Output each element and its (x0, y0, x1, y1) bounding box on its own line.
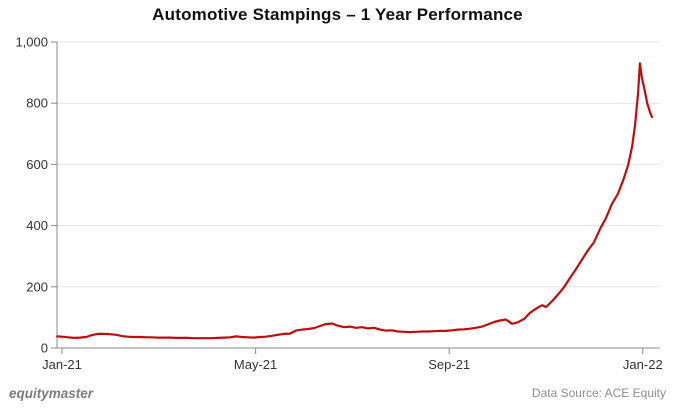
y-axis-tick-label: 800 (26, 96, 48, 111)
price-line-series (56, 62, 654, 340)
y-axis-labels: 0 200 400 600 800 1,000 (15, 35, 48, 356)
x-axis-tick-label: Jan-22 (623, 357, 663, 372)
y-axis-tick-label: 600 (26, 157, 48, 172)
data-source-label: Data Source: ACE Equity (531, 386, 666, 400)
series-line (56, 62, 654, 340)
x-axis-tick-label: Jan-21 (42, 357, 82, 372)
y-axis-tick-label: 1,000 (15, 35, 48, 50)
x-axis-labels: Jan-21 May-21 Sep-21 Jan-22 (42, 357, 663, 372)
equitymaster-logo: equitymaster (9, 385, 94, 401)
y-axis-tick-label: 0 (41, 341, 48, 356)
axes (56, 42, 660, 349)
y-axis-tick-label: 400 (26, 218, 48, 233)
tick-marks (51, 41, 644, 354)
chart-footer: equitymaster Data Source: ACE Equity (0, 382, 675, 410)
gridlines (57, 41, 660, 288)
x-axis-tick-label: May-21 (234, 357, 277, 372)
y-axis-tick-label: 200 (26, 279, 48, 294)
x-axis-tick-label: Sep-21 (428, 357, 470, 372)
chart-title: Automotive Stampings – 1 Year Performanc… (152, 5, 523, 24)
